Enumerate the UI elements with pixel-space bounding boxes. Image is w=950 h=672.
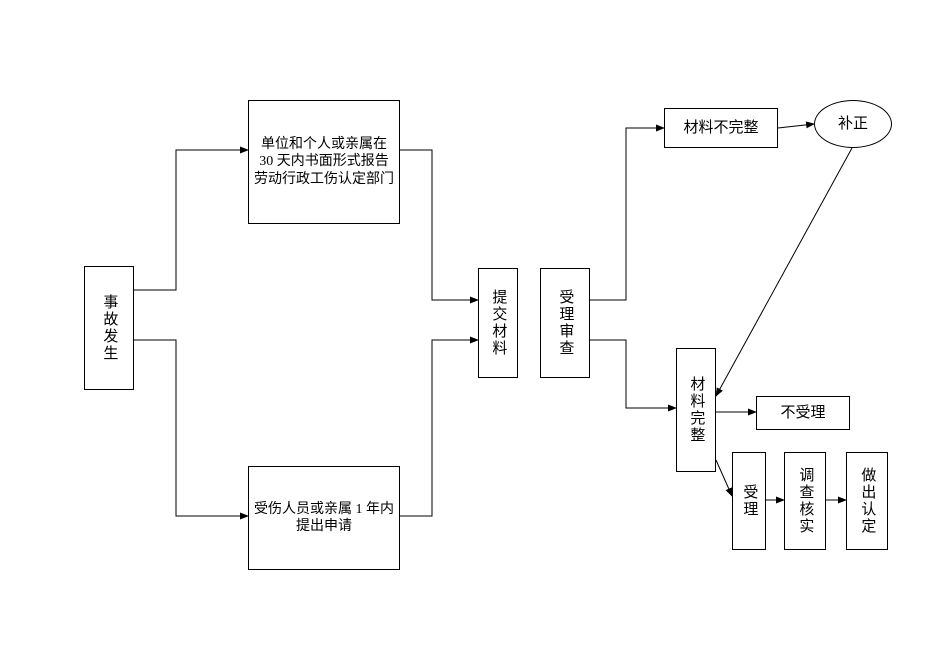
node-materials-incomplete: 材料不完整 <box>664 108 778 148</box>
edge-e6 <box>590 340 676 408</box>
node-label: 材料不完整 <box>683 119 758 138</box>
node-accepted: 受理 <box>732 452 766 550</box>
node-label: 材料完整 <box>687 376 706 444</box>
edge-e3 <box>400 150 478 300</box>
node-label: 单位和个人或亲属在 30 天内书面形式报告劳动行政工伤认定部门 <box>253 136 395 189</box>
flowchart-canvas: 事故发生 单位和个人或亲属在 30 天内书面形式报告劳动行政工伤认定部门 受伤人… <box>0 0 950 672</box>
node-label: 受伤人员或亲属 1 年内提出申请 <box>253 501 395 536</box>
node-label: 受理审查 <box>556 289 575 357</box>
edge-e7 <box>778 124 814 128</box>
edge-e2 <box>134 340 248 516</box>
edge-e1 <box>134 150 248 290</box>
node-label: 不受理 <box>780 404 825 423</box>
node-label: 提交材料 <box>489 289 508 357</box>
node-not-accepted: 不受理 <box>756 396 850 430</box>
node-materials-complete: 材料完整 <box>676 348 716 472</box>
node-label: 事故发生 <box>100 294 119 362</box>
node-correction: 补正 <box>814 100 892 148</box>
node-investigate-verify: 调查核实 <box>784 452 826 550</box>
node-accident-occurs: 事故发生 <box>84 266 134 390</box>
node-label: 补正 <box>838 115 868 134</box>
edge-e8 <box>716 148 852 396</box>
edge-e5 <box>590 128 664 300</box>
node-label: 受理 <box>740 484 759 518</box>
edges-layer <box>0 0 950 672</box>
node-make-determination: 做出认定 <box>846 452 888 550</box>
edge-e10 <box>716 460 732 496</box>
node-label: 调查核实 <box>796 467 815 535</box>
node-label: 做出认定 <box>858 467 877 535</box>
edge-e4 <box>400 340 478 516</box>
node-apply-1-year: 受伤人员或亲属 1 年内提出申请 <box>248 466 400 570</box>
node-acceptance-review: 受理审查 <box>540 268 590 378</box>
node-report-30-days: 单位和个人或亲属在 30 天内书面形式报告劳动行政工伤认定部门 <box>248 100 400 224</box>
node-submit-materials: 提交材料 <box>478 268 518 378</box>
